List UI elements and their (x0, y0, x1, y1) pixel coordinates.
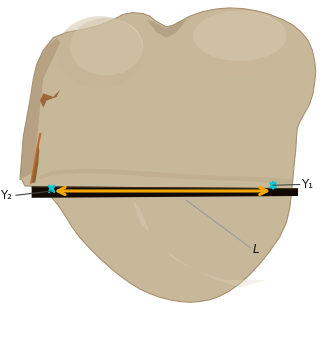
Ellipse shape (183, 11, 290, 75)
Polygon shape (32, 186, 298, 189)
Polygon shape (133, 201, 266, 287)
Ellipse shape (70, 18, 143, 75)
Text: L: L (252, 243, 259, 256)
Text: Y₁: Y₁ (301, 178, 313, 191)
Polygon shape (30, 133, 42, 184)
Ellipse shape (193, 11, 286, 61)
Polygon shape (20, 8, 316, 302)
Polygon shape (38, 169, 293, 184)
Text: Y₂: Y₂ (0, 189, 12, 202)
Polygon shape (40, 90, 60, 108)
Polygon shape (147, 20, 186, 38)
Ellipse shape (57, 16, 143, 88)
Polygon shape (32, 144, 39, 183)
Polygon shape (32, 186, 298, 198)
Polygon shape (20, 38, 60, 180)
